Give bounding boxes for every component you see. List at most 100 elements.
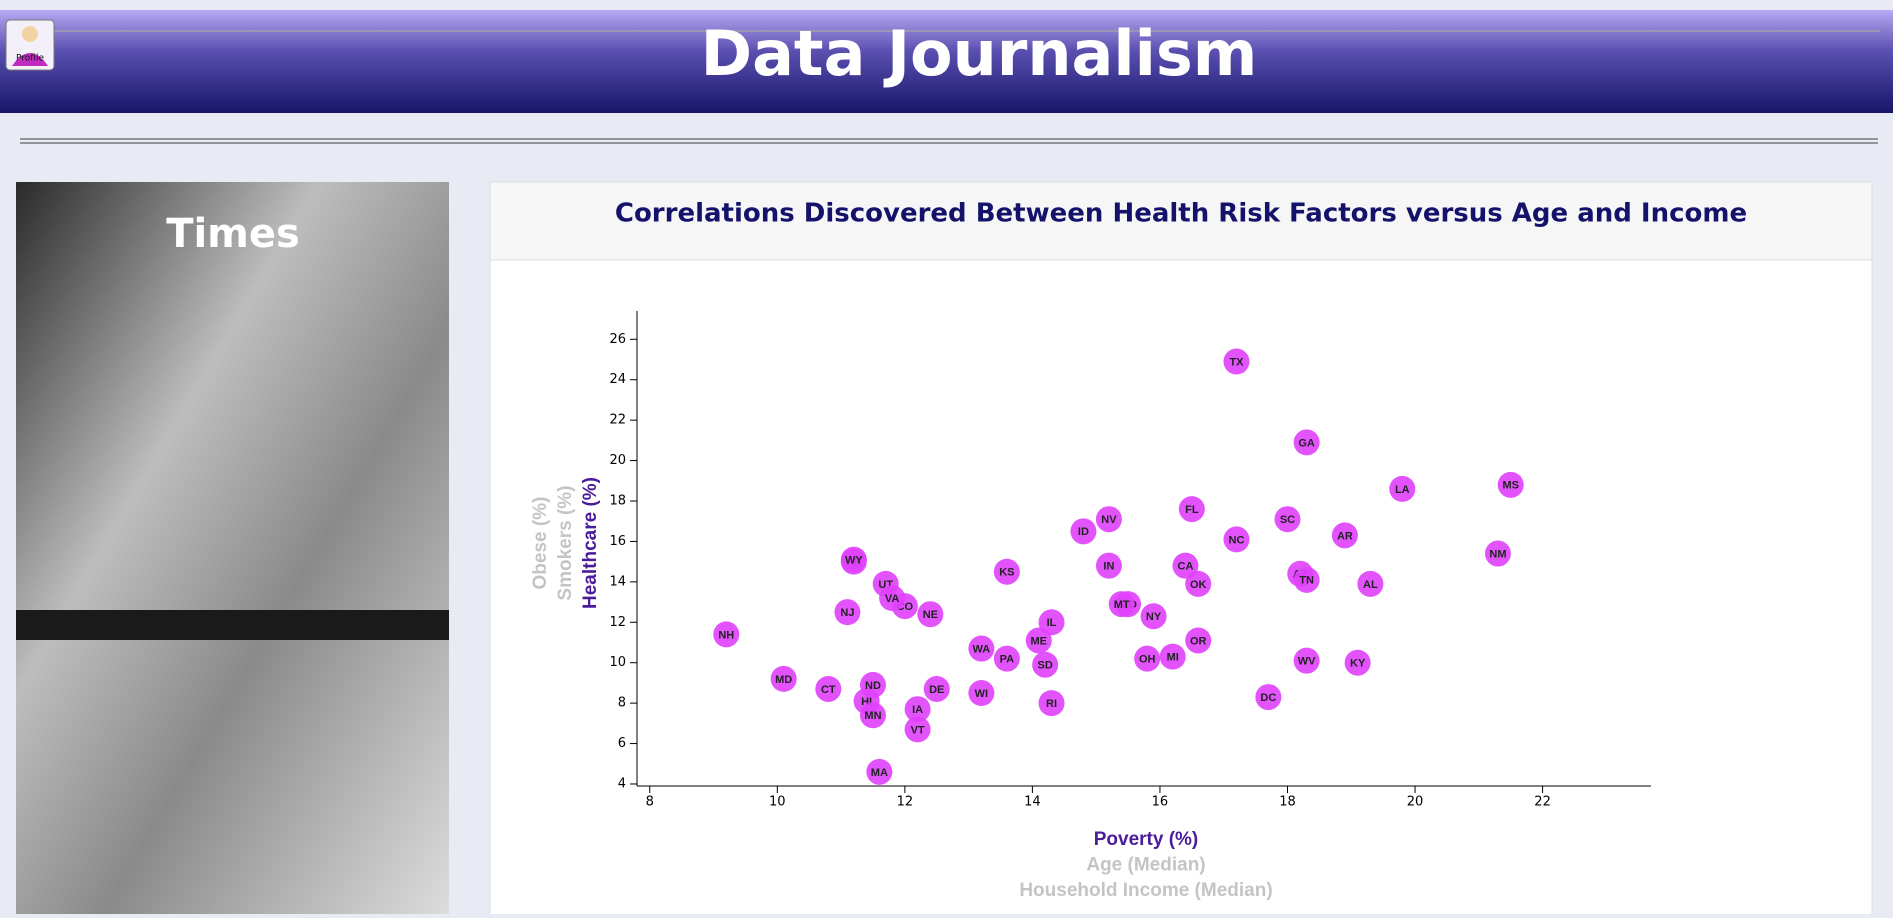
point-label: ME [1031,635,1048,647]
x-tick-label: 22 [1534,795,1551,810]
point-label: NV [1101,514,1117,526]
chart-card [489,181,1873,918]
point-label: MT [1114,599,1130,611]
data-point [1389,475,1416,502]
data-point [1134,645,1161,672]
point-label: KY [1350,658,1366,670]
data-point [1344,649,1371,676]
y-tick-label: 18 [609,494,626,509]
point-label: WY [845,555,863,567]
data-point [859,702,886,729]
data-point [1255,684,1282,711]
data-point [1497,471,1524,498]
point-label: TN [1299,575,1314,587]
point-label: MS [1502,480,1519,492]
data-point [840,546,867,573]
point-label: MN [864,710,881,722]
data-point [1140,603,1167,630]
point-label: NC [1229,534,1245,546]
data-point [1172,552,1199,579]
data-point [1274,506,1301,533]
data-point [993,558,1020,585]
point-label: SC [1280,514,1295,526]
data-point [1185,570,1212,597]
data-point [1484,540,1511,567]
data-point [859,671,886,698]
point-label: TX [1229,356,1244,368]
data-point [815,675,842,702]
data-point [1095,506,1122,533]
profile-head [22,26,38,42]
header-bar [0,10,1893,113]
data-point [993,645,1020,672]
point-label: VA [885,593,900,605]
data-point [713,621,740,648]
point-label: MA [871,767,888,779]
point-label: RI [1046,698,1057,710]
point-label: VT [911,724,925,736]
point-label: ND [865,680,881,692]
x-tick-label: 14 [1024,795,1041,810]
x-axis-label: Poverty (%) [1094,829,1199,850]
y-axis-label: Healthcare (%) [580,477,601,609]
data-point [1095,552,1122,579]
sidebar-image [16,182,449,914]
data-point [866,758,893,785]
data-point [1025,627,1052,654]
data-point [917,601,944,628]
point-label: IN [1103,561,1114,573]
y-tick-label: 20 [609,453,626,468]
data-point [968,680,995,707]
data-point [1293,647,1320,674]
data-point [1185,627,1212,654]
point-label: NY [1146,611,1162,623]
sidebar-title: Times [166,211,300,257]
profile-icon[interactable] [5,19,55,71]
x-tick-label: 8 [646,795,654,810]
y-tick-label: 12 [609,615,626,630]
data-point [834,599,861,626]
point-label: SD [1038,660,1053,672]
y-tick-label: 16 [609,534,626,549]
y-tick-label: 10 [609,655,626,670]
point-label: NH [718,629,734,641]
point-label: WI [975,688,988,700]
x-tick-label: 10 [769,795,786,810]
point-label: NE [923,609,938,621]
y-tick-label: 6 [618,736,626,751]
x-tick-label: 20 [1407,795,1424,810]
point-label: MD [775,674,792,686]
data-point [1070,518,1097,545]
chart-title: Correlations Discovered Between Health R… [615,199,1747,229]
point-label: GA [1298,437,1315,449]
data-point [904,716,931,743]
sidebar-image-band [16,610,449,640]
data-point [904,696,931,723]
point-label: MI [1167,652,1179,664]
data-point [1178,496,1205,523]
point-label: ID [1078,526,1089,538]
point-label: OK [1190,579,1207,591]
point-label: IL [1047,617,1057,629]
point-label: NJ [840,607,854,619]
point-label: AL [1363,579,1378,591]
data-point [879,585,906,612]
y-tick-label: 24 [609,372,626,387]
data-point [968,635,995,662]
data-point [923,675,950,702]
point-label: IA [912,704,923,716]
point-label: NM [1489,548,1506,560]
point-label: WA [973,643,991,655]
y-axis-label: Smokers (%) [555,485,576,600]
profile-body [12,53,48,66]
data-point [1357,570,1384,597]
point-label: PA [1000,654,1015,666]
point-label: DE [929,684,944,696]
point-label: HI [861,696,872,708]
data-point [1293,429,1320,456]
x-tick-label: 12 [897,795,914,810]
data-point [1038,690,1065,717]
profile-label[interactable]: Profile [16,54,44,64]
